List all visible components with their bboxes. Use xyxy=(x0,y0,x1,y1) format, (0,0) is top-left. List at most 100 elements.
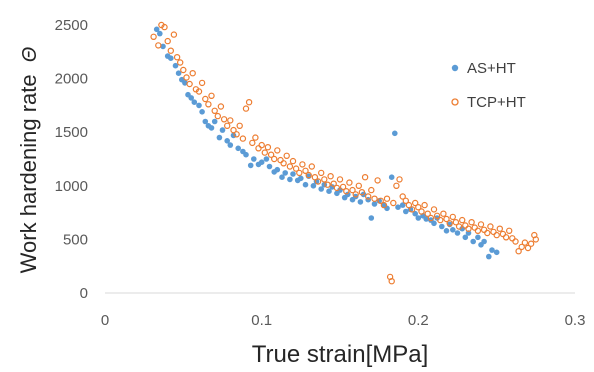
data-point xyxy=(182,80,188,86)
data-point xyxy=(393,182,400,189)
data-point xyxy=(205,101,212,108)
data-point xyxy=(443,228,450,234)
data-point xyxy=(399,193,406,200)
data-point xyxy=(220,116,228,123)
data-point xyxy=(395,204,401,210)
data-point xyxy=(321,176,328,183)
data-point xyxy=(264,143,272,151)
data-point xyxy=(164,37,171,45)
data-point xyxy=(175,70,182,76)
data-point xyxy=(509,235,516,242)
data-point xyxy=(421,201,428,209)
y-axis-title-text: Work hardening rate xyxy=(16,74,41,273)
data-point xyxy=(267,151,275,158)
data-point xyxy=(446,220,453,227)
y-tick-label: 2000 xyxy=(55,71,88,88)
data-point xyxy=(352,191,359,198)
data-point xyxy=(449,213,456,221)
legend-marker-as-ht xyxy=(451,64,459,72)
data-point xyxy=(219,127,226,133)
data-point xyxy=(263,156,270,162)
data-point xyxy=(274,166,281,173)
data-point xyxy=(527,240,535,247)
data-point xyxy=(296,169,303,177)
data-point xyxy=(380,201,388,209)
data-point xyxy=(211,118,218,125)
data-point xyxy=(358,188,366,196)
data-point xyxy=(450,227,456,233)
data-point xyxy=(308,163,315,170)
data-point xyxy=(415,203,422,211)
data-point xyxy=(343,187,350,195)
data-point xyxy=(481,238,487,245)
legend: AS+HT TCP+HT xyxy=(451,60,526,111)
data-point xyxy=(415,215,422,221)
data-point xyxy=(383,195,391,202)
data-point xyxy=(486,253,492,260)
data-point xyxy=(339,183,347,191)
data-point xyxy=(196,102,202,109)
data-point xyxy=(465,230,472,236)
data-point xyxy=(371,195,378,202)
series-as-ht xyxy=(153,26,500,260)
data-point xyxy=(462,222,469,229)
data-point xyxy=(512,238,519,245)
data-point xyxy=(198,79,206,87)
data-point xyxy=(167,47,174,54)
data-point xyxy=(318,186,325,192)
data-point xyxy=(189,69,196,77)
data-point xyxy=(255,145,262,152)
series-tcp-ht xyxy=(150,21,540,285)
data-point xyxy=(202,95,209,103)
data-point xyxy=(161,23,168,31)
data-point xyxy=(324,181,331,188)
data-point xyxy=(224,138,230,144)
data-point xyxy=(346,179,353,186)
data-point xyxy=(502,234,510,241)
data-point xyxy=(402,197,409,204)
data-point xyxy=(150,33,157,41)
data-point xyxy=(227,142,234,148)
data-point xyxy=(286,163,294,170)
data-point xyxy=(223,122,231,130)
y-tick-label: 1500 xyxy=(55,124,88,141)
data-point xyxy=(261,149,268,156)
x-tick-label: 0.3 xyxy=(565,312,586,329)
data-point xyxy=(377,197,384,204)
legend-item-tcp-ht: TCP+HT xyxy=(451,94,526,111)
data-point xyxy=(168,55,174,61)
data-point xyxy=(208,92,215,100)
data-point xyxy=(412,210,419,217)
legend-item-as-ht: AS+HT xyxy=(451,60,516,77)
data-point xyxy=(258,159,265,165)
data-point xyxy=(427,214,435,222)
x-axis-ticks: 0 0.1 0.2 0.3 xyxy=(101,312,586,329)
data-point xyxy=(376,198,383,204)
data-point xyxy=(440,210,447,217)
data-point xyxy=(305,171,312,179)
data-point xyxy=(199,109,205,115)
data-point xyxy=(326,188,332,194)
data-point xyxy=(314,178,322,185)
data-point xyxy=(477,221,485,228)
data-point xyxy=(186,80,193,88)
data-point xyxy=(230,126,237,134)
data-point xyxy=(236,122,243,130)
data-point xyxy=(311,173,319,181)
data-point xyxy=(459,216,466,224)
data-point xyxy=(418,208,425,215)
data-point xyxy=(302,167,309,174)
data-point xyxy=(468,218,475,226)
y-tick-label: 500 xyxy=(63,231,88,248)
data-point xyxy=(480,226,488,233)
data-point xyxy=(258,141,265,149)
legend-label-as-ht: AS+HT xyxy=(467,60,516,77)
data-point xyxy=(274,147,281,154)
data-point xyxy=(157,30,163,37)
x-tick-label: 0.1 xyxy=(251,312,272,329)
data-point xyxy=(298,175,304,182)
data-point xyxy=(176,59,184,66)
data-point xyxy=(349,186,356,194)
data-point xyxy=(277,156,284,164)
